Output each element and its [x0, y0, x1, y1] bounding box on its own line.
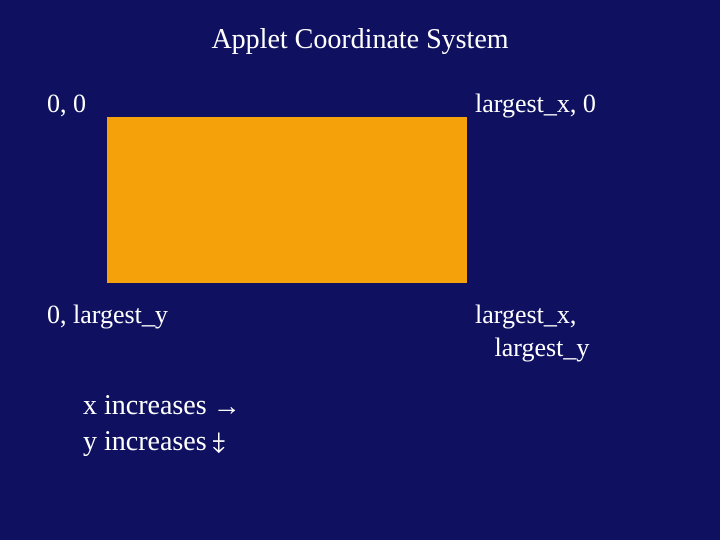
x-increases-row: x increases →	[83, 388, 241, 424]
slide-title: Applet Coordinate System	[0, 24, 720, 56]
slide: Applet Coordinate System 0, 0 largest_x,…	[0, 0, 720, 540]
corner-bottom-right-line1: largest_x,	[475, 300, 576, 329]
arrow-down-icon: ⤈	[213, 424, 225, 460]
arrow-right-icon: →	[213, 388, 241, 424]
y-increases-row: y increases ⤈	[83, 424, 241, 460]
corner-bottom-right: largest_x, largest_y	[475, 299, 589, 364]
corner-bottom-right-line2: largest_y	[475, 333, 589, 362]
corner-top-left: 0, 0	[47, 88, 86, 121]
coordinate-rectangle	[107, 117, 467, 283]
direction-notes: x increases → y increases ⤈	[83, 388, 241, 461]
corner-bottom-left: 0, largest_y	[47, 299, 168, 332]
y-increases-label: y increases	[83, 424, 207, 460]
corner-top-right: largest_x, 0	[475, 88, 596, 121]
x-increases-label: x increases	[83, 388, 207, 424]
